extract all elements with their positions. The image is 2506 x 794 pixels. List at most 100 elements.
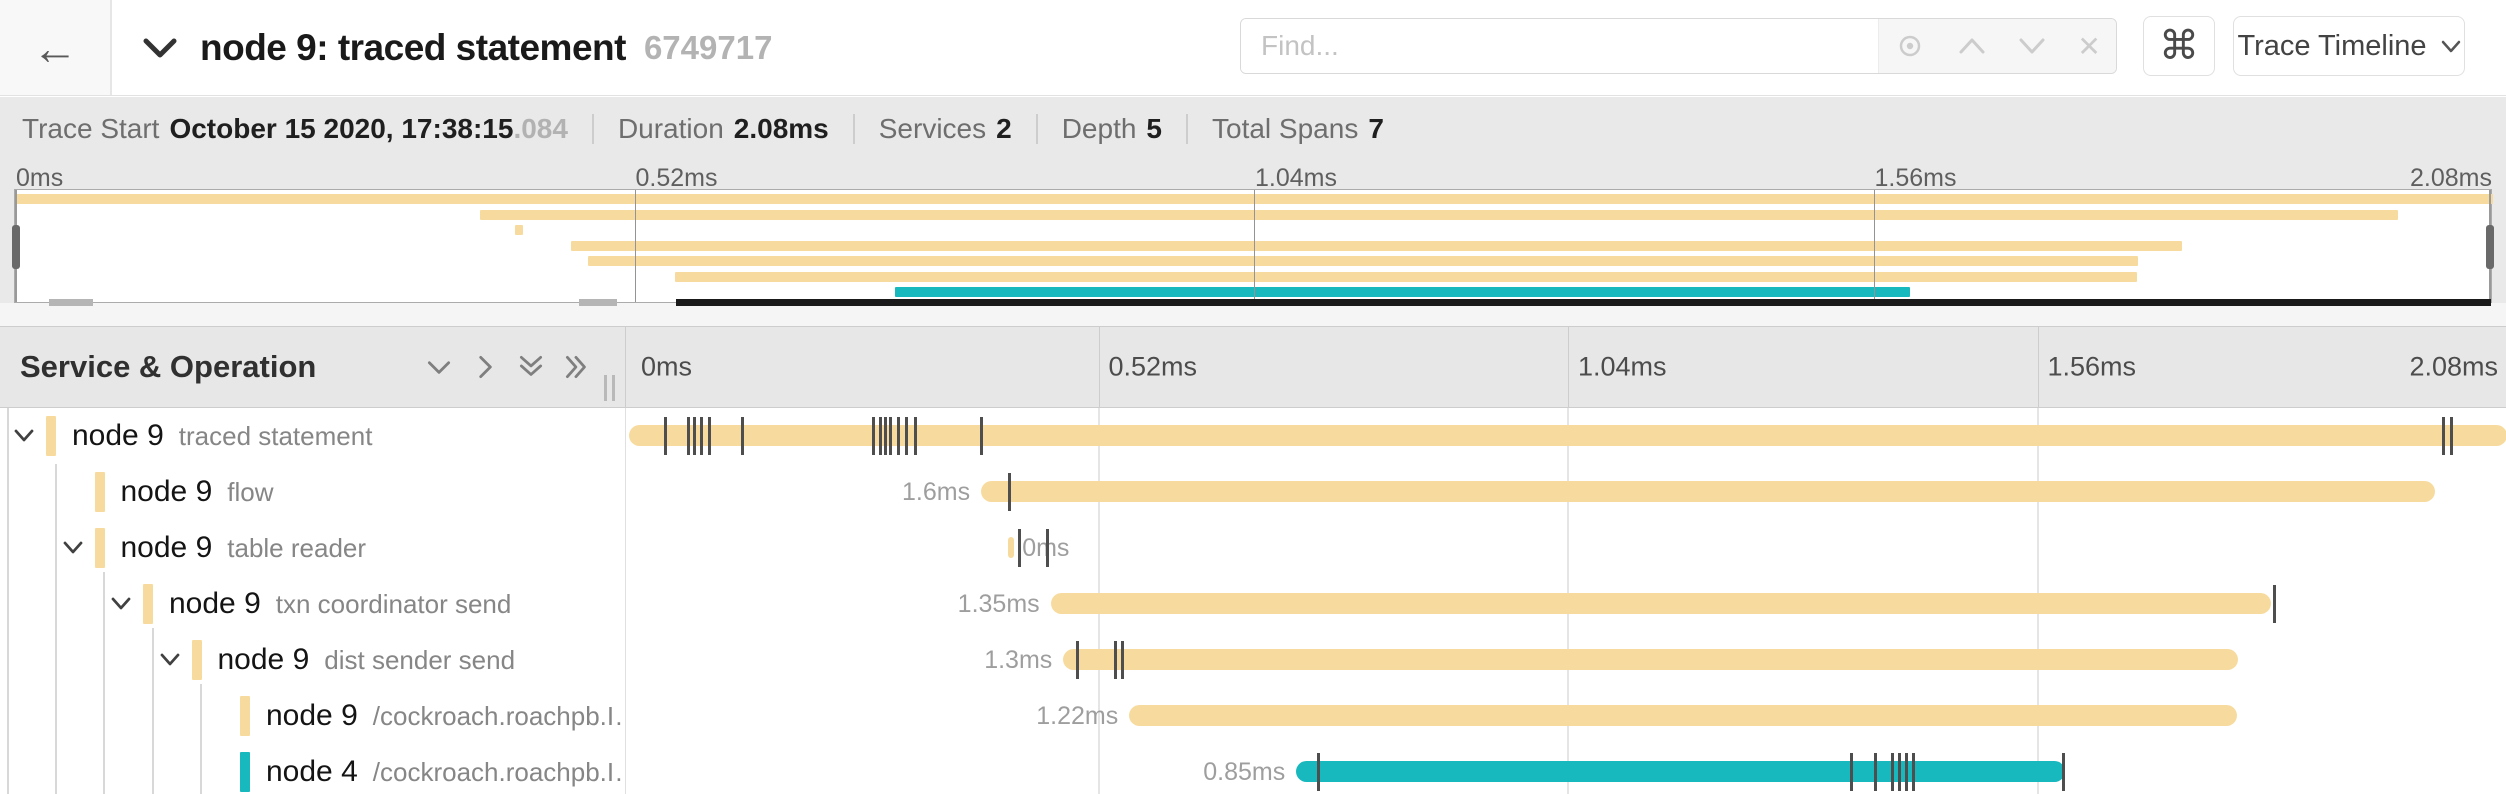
summary-separator	[1186, 113, 1188, 144]
minimap-bottom-bar	[676, 299, 2491, 306]
expand-all-double-chevron-right-icon[interactable]	[562, 352, 592, 382]
span-service-name: node 9	[266, 699, 358, 732]
span-log-tick	[1905, 753, 1909, 791]
minimap-canvas[interactable]	[12, 189, 2494, 306]
span-service-name: node 9	[120, 531, 213, 564]
minimap-gridline	[1873, 190, 1875, 302]
span-color-bar	[143, 584, 153, 624]
span-duration-bar[interactable]	[1296, 761, 2066, 782]
span-color-bar	[94, 472, 105, 512]
span-collapse-chevron-down-icon[interactable]	[159, 649, 181, 671]
minimap-span-bar	[895, 287, 1911, 297]
span-tree-row[interactable]: node 9 table reader	[0, 520, 625, 576]
summary-item-value: 7	[1368, 112, 1384, 144]
span-operation-name: dist sender send	[324, 644, 516, 675]
summary-item-value: 2.08ms	[733, 112, 829, 144]
collapse-one-chevron-down-icon[interactable]	[424, 352, 454, 382]
timeline-axis-header: 0ms 0.52ms 1.04ms 1.56ms 2.08ms	[625, 327, 2506, 407]
span-duration-label: 1.35ms	[957, 590, 1040, 618]
summary-item-label: Duration	[617, 112, 724, 144]
span-bar-row[interactable]: 0ms	[626, 520, 2506, 576]
span-duration-bar[interactable]	[1050, 593, 2272, 614]
span-bar-row[interactable]: 1.6ms	[626, 464, 2506, 520]
span-duration-bar[interactable]	[1063, 649, 2238, 670]
span-log-tick	[913, 417, 917, 455]
minimap-tick-label: 0ms	[16, 164, 64, 192]
clear-search-close-icon[interactable]: ✕	[2077, 30, 2101, 62]
span-operation-name: flow	[227, 476, 274, 507]
span-color-bar	[240, 752, 250, 792]
span-collapse-chevron-down-icon[interactable]	[62, 537, 84, 559]
minimap-tick-label: 1.04ms	[1255, 164, 1337, 192]
span-tree-row[interactable]: node 9 txn coordinator send	[0, 576, 625, 632]
span-duration-label: 1.6ms	[902, 478, 971, 506]
minimap-span-bar	[479, 209, 2398, 220]
span-log-tick	[1114, 641, 1118, 679]
span-duration-bar[interactable]	[1008, 537, 1015, 558]
back-arrow-icon: ←	[32, 21, 78, 74]
span-tree-row[interactable]: node 9 dist sender send	[0, 632, 625, 688]
keyboard-shortcuts-button[interactable]: ⌘	[2143, 16, 2215, 76]
span-tree-row[interactable]: node 9/cockroach.roachpb.I…	[0, 688, 625, 744]
next-result-chevron-down-icon[interactable]	[2017, 36, 2047, 56]
collapse-title-chevron-icon[interactable]	[142, 36, 178, 60]
service-operation-title: Service & Operation	[20, 349, 317, 384]
span-log-tick	[1897, 753, 1901, 791]
summary-item-value: 5	[1146, 112, 1162, 144]
span-log-tick	[693, 417, 697, 455]
back-button[interactable]: ←	[0, 0, 112, 95]
prev-result-chevron-up-icon[interactable]	[1957, 36, 1987, 56]
span-tree-row[interactable]: node 4/cockroach.roachpb.I…	[0, 744, 625, 794]
span-duration-label: 1.22ms	[1036, 702, 1119, 730]
minimap-gridline	[1254, 190, 1255, 302]
span-duration-bar[interactable]	[1129, 705, 2238, 726]
span-bar-row[interactable]: 1.3ms	[626, 632, 2506, 688]
expand-one-chevron-right-icon[interactable]	[470, 352, 500, 382]
span-log-tick	[2450, 417, 2454, 455]
span-collapse-chevron-down-icon[interactable]	[13, 425, 35, 447]
span-chevron-spacer	[207, 761, 229, 783]
title-group: node 9: traced statement 6749717	[142, 0, 772, 95]
minimap-span-bar	[515, 225, 523, 235]
span-log-tick	[1912, 753, 1916, 791]
span-duration-bar[interactable]	[629, 425, 2506, 446]
span-chevron-spacer	[62, 481, 84, 503]
span-collapse-chevron-down-icon[interactable]	[110, 593, 132, 615]
view-type-dropdown[interactable]: Trace Timeline	[2233, 16, 2465, 76]
span-bar-row[interactable]	[626, 408, 2506, 464]
minimap-right-scrubber-grip[interactable]	[2486, 225, 2494, 269]
span-bar-row[interactable]: 1.35ms	[626, 576, 2506, 632]
column-resize-handle[interactable]	[604, 375, 615, 401]
span-tree-row[interactable]: node 9 traced statement	[0, 408, 625, 464]
span-tree-row[interactable]: node 9 flow	[0, 464, 625, 520]
minimap-left-scrubber-grip[interactable]	[12, 225, 20, 269]
tree-indent-guide	[55, 464, 57, 794]
minimap-tick-label: 1.56ms	[1874, 164, 1957, 192]
span-operation-name: txn coordinator send	[275, 588, 512, 619]
span-chevron-spacer	[207, 705, 229, 727]
span-duration-label: 1.3ms	[984, 646, 1053, 674]
span-service-name: node 9	[120, 475, 213, 508]
page-header: ← node 9: traced statement 6749717 ✕	[0, 0, 2506, 96]
collapse-all-double-chevron-down-icon[interactable]	[516, 352, 546, 382]
span-log-tick	[878, 417, 882, 455]
span-duration-bar[interactable]	[981, 481, 2435, 502]
axis-tick-label: 1.56ms	[2047, 351, 2137, 382]
summary-item-label: Depth	[1061, 112, 1137, 144]
span-bar-row[interactable]: 0.85ms	[626, 744, 2506, 794]
locate-target-icon[interactable]	[1894, 30, 1926, 62]
span-log-tick	[1874, 753, 1878, 791]
span-operation-name: table reader	[227, 532, 367, 563]
minimap-span-bar	[675, 271, 2137, 282]
span-tree-panel: node 9 traced statement node 9 flow node 9 ta…	[0, 408, 625, 794]
find-input[interactable]	[1241, 19, 1878, 73]
span-log-tick	[2272, 585, 2276, 623]
span-color-bar	[240, 696, 250, 736]
minimap-footer-strip	[0, 303, 2506, 326]
minimap-span-bar	[571, 240, 2183, 251]
span-operation-name: /cockroach.roachpb.I…	[372, 756, 625, 787]
span-log-tick	[904, 417, 908, 455]
span-bar-row[interactable]: 1.22ms	[626, 688, 2506, 744]
span-color-bar	[46, 416, 56, 456]
